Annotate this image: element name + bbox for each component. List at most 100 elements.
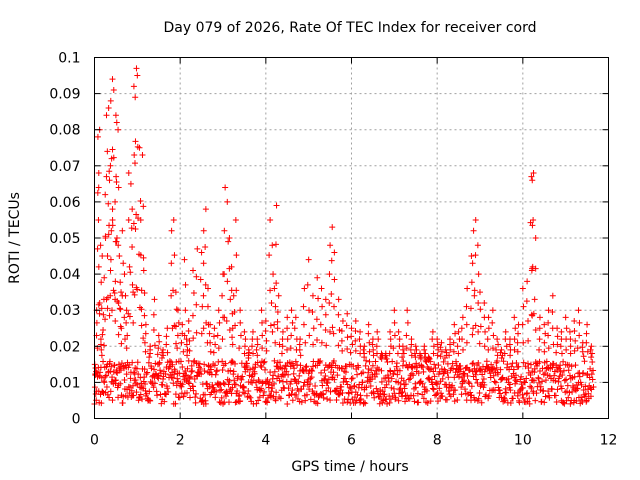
- data-point: [138, 287, 145, 294]
- data-point: [546, 394, 553, 401]
- data-point: [491, 378, 498, 385]
- data-point: [497, 366, 504, 373]
- data-point: [446, 341, 453, 348]
- data-point: [187, 373, 194, 380]
- data-point: [504, 361, 511, 368]
- data-point: [393, 360, 400, 367]
- data-point: [541, 399, 548, 406]
- data-point: [130, 392, 137, 399]
- data-point: [527, 361, 534, 368]
- data-point: [558, 350, 565, 357]
- data-point: [574, 345, 581, 352]
- x-axis-label: GPS time / hours: [291, 459, 408, 475]
- data-point: [208, 366, 215, 373]
- data-point: [137, 216, 144, 223]
- data-point: [521, 379, 528, 386]
- data-point: [501, 396, 508, 403]
- data-point: [107, 292, 114, 299]
- data-point: [115, 331, 122, 338]
- data-point: [458, 325, 465, 332]
- data-point: [421, 346, 428, 353]
- x-tick-labels: 0 2 4 6 8 10 12: [90, 433, 617, 449]
- data-point: [564, 382, 571, 389]
- data-point: [404, 307, 411, 314]
- data-point: [426, 355, 433, 362]
- y-tick-label: 0.04: [49, 267, 80, 283]
- data-point: [122, 292, 129, 299]
- data-point: [226, 235, 233, 241]
- data-point: [287, 345, 294, 352]
- data-point: [542, 377, 549, 384]
- data-point: [450, 348, 457, 355]
- data-point: [258, 307, 265, 314]
- data-point: [369, 362, 376, 369]
- data-point: [182, 307, 189, 314]
- data-points: [91, 65, 597, 408]
- data-point: [335, 296, 342, 303]
- data-point: [548, 386, 555, 393]
- data-point: [181, 332, 188, 339]
- data-point: [138, 322, 145, 329]
- data-point: [240, 384, 247, 391]
- data-point: [395, 379, 402, 386]
- data-point: [588, 343, 595, 350]
- data-point: [128, 387, 135, 394]
- data-point: [155, 345, 162, 352]
- data-point: [109, 146, 116, 153]
- data-point: [178, 383, 185, 390]
- data-point: [112, 198, 119, 205]
- data-point: [192, 394, 199, 401]
- data-point: [404, 319, 411, 326]
- data-point: [115, 394, 122, 401]
- data-point: [571, 373, 578, 380]
- data-point: [289, 319, 296, 326]
- data-point: [420, 368, 427, 375]
- data-point: [207, 339, 214, 346]
- data-point: [554, 333, 561, 340]
- data-point: [308, 367, 315, 374]
- data-point: [147, 350, 154, 357]
- data-point: [525, 337, 532, 344]
- data-point: [319, 382, 326, 389]
- data-point: [335, 342, 342, 349]
- data-point: [200, 292, 207, 299]
- data-point: [460, 370, 467, 377]
- data-point: [373, 371, 380, 378]
- data-point: [170, 380, 177, 387]
- data-point: [262, 327, 269, 334]
- data-point: [419, 391, 426, 398]
- data-point: [222, 360, 229, 367]
- data-point: [526, 400, 533, 407]
- data-point: [146, 354, 153, 361]
- data-point: [131, 151, 138, 158]
- data-point: [318, 339, 325, 346]
- data-point: [362, 362, 369, 369]
- data-point: [168, 260, 175, 267]
- data-point: [557, 368, 564, 375]
- y-tick-label: 0.03: [49, 303, 80, 319]
- data-point: [473, 376, 480, 383]
- y-tick-label: 0.06: [49, 195, 80, 211]
- data-point: [541, 321, 548, 328]
- data-point: [133, 380, 140, 387]
- data-point: [269, 385, 276, 392]
- data-point: [108, 227, 115, 234]
- data-point: [147, 397, 154, 404]
- data-point: [205, 285, 212, 292]
- data-point: [356, 336, 363, 343]
- data-point: [562, 314, 569, 321]
- data-point: [333, 385, 340, 392]
- data-point: [557, 362, 564, 369]
- data-point: [154, 351, 161, 358]
- data-point: [430, 368, 437, 375]
- data-point: [222, 184, 229, 191]
- data-point: [314, 336, 321, 343]
- data-point: [215, 307, 222, 314]
- data-point: [227, 367, 234, 374]
- data-point: [178, 339, 185, 346]
- data-point: [435, 398, 442, 405]
- data-point: [157, 367, 164, 374]
- data-point: [210, 333, 217, 340]
- data-point: [279, 343, 286, 350]
- data-point: [436, 385, 443, 392]
